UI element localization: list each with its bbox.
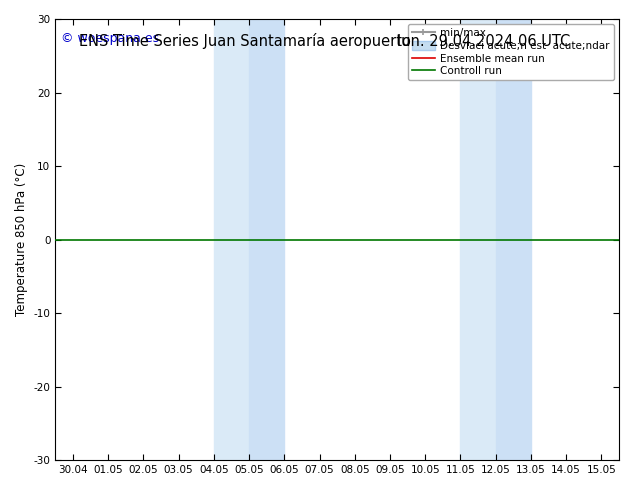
Text: © woespana.es: © woespana.es bbox=[61, 32, 159, 45]
Bar bbox=[214, 19, 249, 460]
Text: lun. 29.04.2024 06 UTC: lun. 29.04.2024 06 UTC bbox=[398, 34, 571, 49]
Text: ENS Time Series Juan Santamaría aeropuerto: ENS Time Series Juan Santamaría aeropuer… bbox=[79, 33, 411, 49]
Bar bbox=[249, 19, 284, 460]
Y-axis label: Temperature 850 hPa (°C): Temperature 850 hPa (°C) bbox=[15, 163, 28, 316]
Bar bbox=[460, 19, 496, 460]
Title: ENS Time Series Juan Santamaría aeropuerto        lun. 29.04.2024 06 UTC: ENS Time Series Juan Santamaría aeropuer… bbox=[0, 489, 1, 490]
Bar bbox=[496, 19, 531, 460]
Legend: min/max, Desviaci acute;n est  acute;ndar, Ensemble mean run, Controll run: min/max, Desviaci acute;n est acute;ndar… bbox=[408, 24, 614, 80]
